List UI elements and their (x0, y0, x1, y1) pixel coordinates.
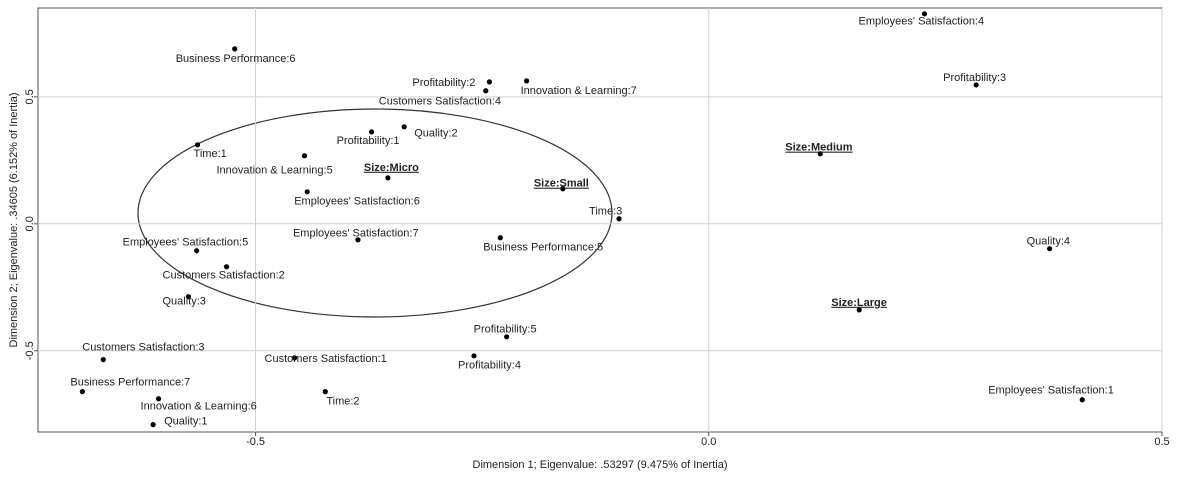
point (291, 355, 298, 361)
point (355, 237, 361, 243)
point (401, 124, 407, 130)
y-tick-label: 0.0 (24, 216, 36, 231)
point (483, 88, 489, 94)
point-label: Customers Satisfaction:3 (82, 342, 204, 354)
point-label: Employees' Satisfaction:7 (293, 228, 419, 240)
point (497, 235, 503, 241)
point (486, 79, 493, 85)
point-label: Quality:2 (414, 128, 457, 140)
point-label: Size:Small (534, 178, 589, 190)
point-label: Time:2 (326, 396, 359, 408)
point-label: Business Performance:5 (483, 242, 603, 254)
point (385, 175, 391, 181)
cluster-ellipse (137, 108, 613, 318)
point (616, 216, 622, 222)
point (223, 264, 230, 270)
point-label: Profitability:5 (474, 324, 537, 336)
point (194, 142, 201, 148)
x-axis-label: Dimension 1; Eigenvalue: .53297 (9.475% … (473, 459, 728, 471)
point (560, 186, 566, 192)
point-label: Customers Satisfaction:1 (265, 353, 387, 365)
point-label: Innovation & Learning:6 (141, 401, 257, 413)
point (185, 294, 192, 300)
point-label: Profitability:1 (337, 135, 400, 147)
point-label: Size:Medium (785, 142, 852, 154)
x-tick-label: -0.5 (246, 436, 265, 448)
point (523, 78, 530, 84)
point-label: Innovation & Learning:5 (216, 165, 332, 177)
y-tick-label: -0.5 (24, 341, 36, 360)
point-label: Employees' Satisfaction:6 (294, 196, 420, 208)
point (504, 334, 510, 340)
point (1079, 397, 1085, 403)
point (1047, 246, 1053, 252)
point-label: Business Performance:7 (70, 377, 190, 389)
point-label: Customers Satisfaction:4 (379, 96, 501, 108)
point (150, 422, 156, 428)
point (973, 82, 979, 88)
point (79, 389, 86, 395)
point-label: Employees' Satisfaction:1 (988, 385, 1114, 397)
point-label: Time:3 (589, 206, 622, 218)
point-label: Quality:3 (162, 296, 205, 308)
point (100, 357, 106, 363)
point-label: Size:Micro (364, 162, 419, 174)
point (471, 353, 477, 359)
point-label: Customers Satisfaction:2 (163, 270, 285, 282)
point (856, 307, 862, 313)
point (921, 11, 928, 17)
point-label: Quality:4 (1027, 236, 1070, 248)
point (155, 396, 162, 402)
point-label: Business Performance:6 (176, 53, 296, 65)
y-tick-label: 0.5 (24, 89, 36, 104)
point-label: Employees' Satisfaction:5 (123, 237, 249, 249)
point (304, 189, 310, 195)
x-tick-label: 0.5 (1154, 436, 1169, 448)
point-label: Size:Large (831, 297, 887, 309)
point (194, 248, 200, 254)
point-label: Quality:1 (164, 416, 207, 428)
point-label: Employees' Satisfaction:4 (859, 16, 985, 28)
point (322, 389, 328, 395)
x-tick-label: 0.0 (701, 436, 716, 448)
point (817, 151, 823, 157)
point-label: Profitability:4 (458, 360, 521, 372)
point-label: Time:1 (194, 148, 227, 160)
point-label: Innovation & Learning:7 (521, 85, 637, 97)
point-label: Profitability:3 (943, 72, 1006, 84)
point (301, 153, 308, 159)
point-label: Profitability:2 (412, 77, 475, 89)
point (232, 46, 238, 52)
y-axis-label: Dimension 2; Eigenvalue: .34605 (6.152% … (8, 93, 20, 348)
point (368, 129, 375, 135)
